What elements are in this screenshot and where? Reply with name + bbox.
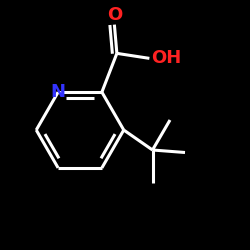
- Text: O: O: [107, 6, 122, 24]
- Text: N: N: [51, 83, 66, 101]
- Text: OH: OH: [150, 49, 181, 67]
